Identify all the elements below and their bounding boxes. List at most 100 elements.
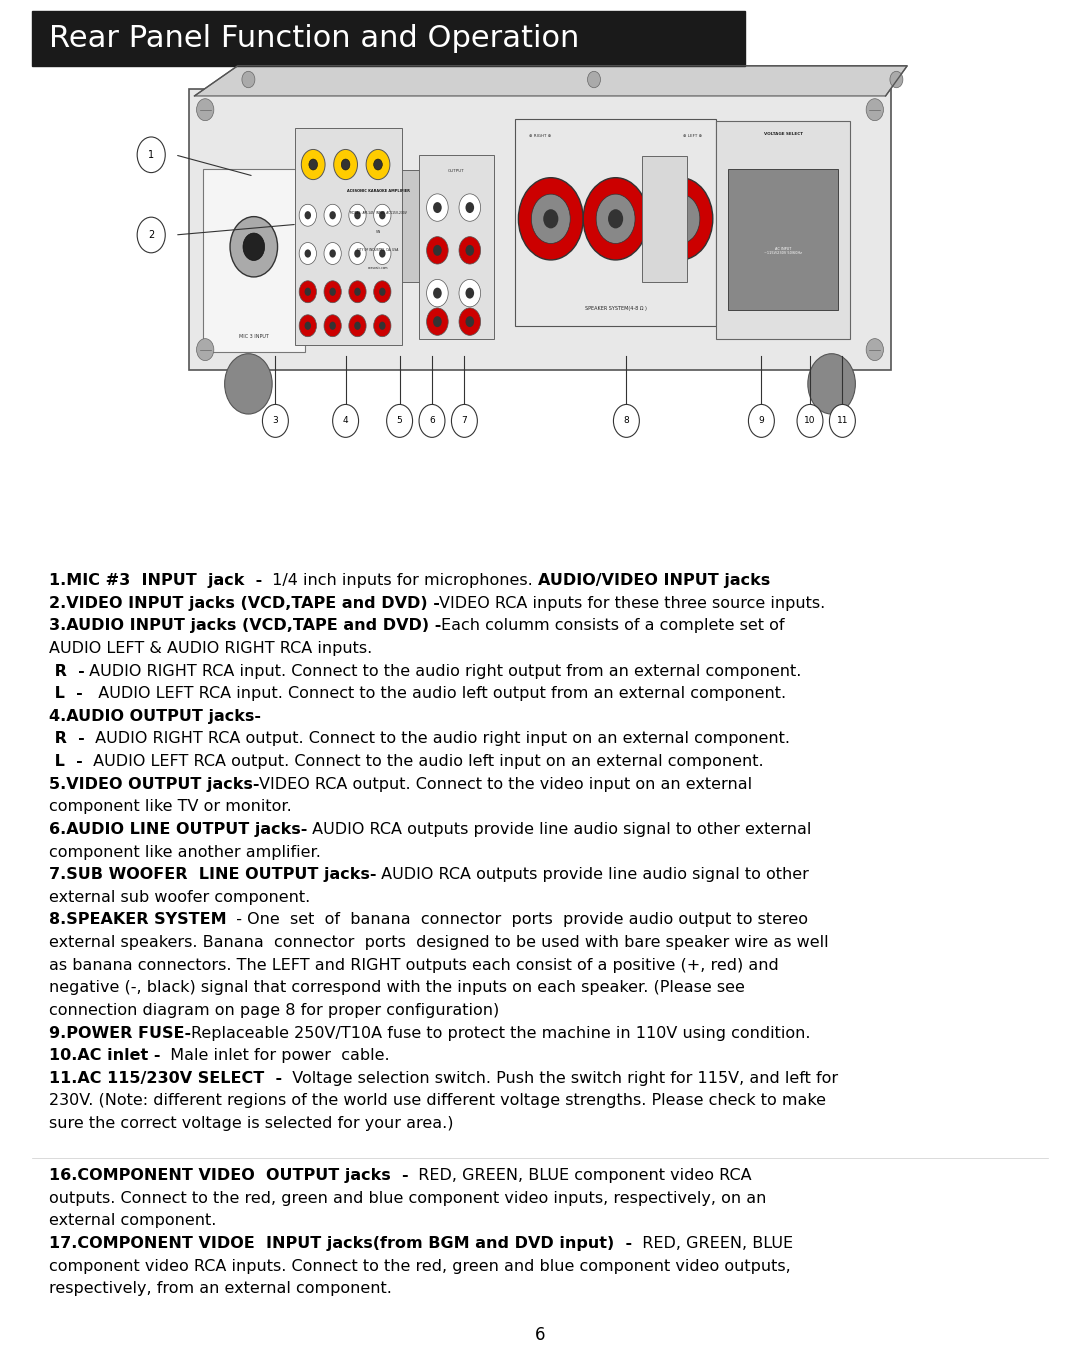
- Text: 11.AC 115/230V SELECT  -: 11.AC 115/230V SELECT -: [49, 1071, 282, 1086]
- Text: 6.AUDIO LINE OUTPUT jacks-: 6.AUDIO LINE OUTPUT jacks-: [49, 823, 307, 836]
- Circle shape: [137, 217, 165, 252]
- Text: external component.: external component.: [49, 1213, 216, 1228]
- Circle shape: [349, 204, 366, 226]
- Circle shape: [324, 204, 341, 226]
- FancyBboxPatch shape: [515, 119, 716, 326]
- Circle shape: [433, 288, 442, 299]
- Text: RED, GREEN, BLUE component video RCA: RED, GREEN, BLUE component video RCA: [408, 1168, 752, 1183]
- Text: connection diagram on page 8 for proper configuration): connection diagram on page 8 for proper …: [49, 1004, 499, 1017]
- Circle shape: [459, 193, 481, 221]
- Circle shape: [137, 137, 165, 173]
- Text: as banana connectors. The LEFT and RIGHT outputs each consist of a positive (+, : as banana connectors. The LEFT and RIGHT…: [49, 958, 779, 972]
- Circle shape: [379, 288, 386, 296]
- Circle shape: [465, 317, 474, 328]
- Text: AUDIO LEFT RCA output. Connect to the audio left input on an external component.: AUDIO LEFT RCA output. Connect to the au…: [87, 754, 764, 769]
- Circle shape: [661, 195, 700, 244]
- Text: 7.SUB WOOFER  LINE OUTPUT jacks-: 7.SUB WOOFER LINE OUTPUT jacks-: [49, 868, 376, 882]
- Circle shape: [451, 404, 477, 437]
- Circle shape: [301, 149, 325, 180]
- Circle shape: [543, 210, 558, 229]
- Circle shape: [427, 308, 448, 336]
- Circle shape: [419, 404, 445, 437]
- Circle shape: [262, 404, 288, 437]
- Text: AUDIO RCA outputs provide line audio signal to other: AUDIO RCA outputs provide line audio sig…: [376, 868, 809, 882]
- Text: L  -: L -: [49, 754, 87, 769]
- Circle shape: [225, 354, 272, 414]
- Circle shape: [608, 210, 623, 229]
- FancyBboxPatch shape: [295, 128, 402, 345]
- Text: 17.COMPONENT VIDOE  INPUT jacks(from BGM and DVD input)  -: 17.COMPONENT VIDOE INPUT jacks(from BGM …: [49, 1237, 632, 1250]
- Circle shape: [197, 339, 214, 361]
- FancyBboxPatch shape: [189, 89, 891, 370]
- Circle shape: [866, 339, 883, 361]
- Text: 7: 7: [461, 417, 468, 425]
- Text: external speakers. Banana  connector  ports  designed to be used with bare speak: external speakers. Banana connector port…: [49, 935, 828, 950]
- Circle shape: [305, 322, 311, 330]
- Text: R  -: R -: [49, 732, 90, 746]
- Text: AUDIO RCA outputs provide line audio signal to other external: AUDIO RCA outputs provide line audio sig…: [307, 823, 811, 836]
- FancyBboxPatch shape: [323, 170, 433, 282]
- Circle shape: [374, 315, 391, 337]
- Text: 9.POWER FUSE-: 9.POWER FUSE-: [49, 1026, 191, 1041]
- Text: 8.SPEAKER SYSTEM: 8.SPEAKER SYSTEM: [49, 913, 226, 927]
- Text: 1.MIC #3  INPUT  jack  -: 1.MIC #3 INPUT jack -: [49, 573, 268, 588]
- FancyBboxPatch shape: [203, 169, 305, 352]
- Text: component video RCA inputs. Connect to the red, green and blue component video o: component video RCA inputs. Connect to t…: [49, 1259, 791, 1274]
- Text: 6: 6: [429, 417, 435, 425]
- Text: AUDIO LEFT RCA input. Connect to the audio left output from an external componen: AUDIO LEFT RCA input. Connect to the aud…: [87, 686, 786, 701]
- Circle shape: [305, 211, 311, 219]
- Text: 4: 4: [342, 417, 349, 425]
- Text: external sub woofer component.: external sub woofer component.: [49, 890, 310, 905]
- Circle shape: [459, 308, 481, 336]
- Text: CITY OF INDUSTRY, CA, USA: CITY OF INDUSTRY, CA, USA: [357, 248, 399, 252]
- Text: 16.COMPONENT VIDEO  OUTPUT jacks  -: 16.COMPONENT VIDEO OUTPUT jacks -: [49, 1168, 408, 1183]
- Text: AC INPUT
~115V/230V 50/60Hz: AC INPUT ~115V/230V 50/60Hz: [764, 247, 802, 255]
- Text: 5.VIDEO OUTPUT jacks-: 5.VIDEO OUTPUT jacks-: [49, 776, 259, 791]
- Circle shape: [299, 315, 316, 337]
- Circle shape: [673, 210, 688, 229]
- Circle shape: [374, 243, 391, 265]
- Circle shape: [324, 243, 341, 265]
- Text: 3.AUDIO INPUT jacks (VCD,TAPE and DVD) -: 3.AUDIO INPUT jacks (VCD,TAPE and DVD) -: [49, 618, 441, 633]
- Circle shape: [305, 288, 311, 296]
- Circle shape: [387, 404, 413, 437]
- FancyBboxPatch shape: [642, 156, 687, 282]
- Circle shape: [354, 211, 361, 219]
- Circle shape: [518, 178, 583, 260]
- Circle shape: [465, 288, 474, 299]
- Text: 10: 10: [805, 417, 815, 425]
- Circle shape: [349, 243, 366, 265]
- Circle shape: [242, 71, 255, 88]
- FancyBboxPatch shape: [419, 155, 494, 339]
- Circle shape: [333, 404, 359, 437]
- Text: L  -: L -: [49, 686, 87, 701]
- Text: AUDIO RIGHT RCA output. Connect to the audio right input on an external componen: AUDIO RIGHT RCA output. Connect to the a…: [90, 732, 789, 746]
- Text: VOLTAGE SELECT: VOLTAGE SELECT: [764, 132, 802, 136]
- Circle shape: [427, 193, 448, 221]
- Circle shape: [329, 288, 336, 296]
- Circle shape: [808, 354, 855, 414]
- Circle shape: [230, 217, 278, 277]
- Circle shape: [465, 202, 474, 213]
- Text: VIDEO RCA output. Connect to the video input on an external: VIDEO RCA output. Connect to the video i…: [259, 776, 753, 791]
- Text: OUTPUT: OUTPUT: [448, 169, 464, 173]
- Text: negative (-, black) signal that correspond with the inputs on each speaker. (Ple: negative (-, black) signal that correspo…: [49, 980, 744, 995]
- Text: S/N: S/N: [376, 230, 380, 233]
- Text: MODEL: AM-145  INPUT: AC115V-230V: MODEL: AM-145 INPUT: AC115V-230V: [350, 211, 406, 215]
- Text: Replaceable 250V/T10A fuse to protect the machine in 110V using condition.: Replaceable 250V/T10A fuse to protect th…: [191, 1026, 810, 1041]
- Text: MIC 3 INPUT: MIC 3 INPUT: [239, 333, 269, 339]
- FancyBboxPatch shape: [728, 169, 838, 310]
- Text: - One  set  of  banana  connector  ports  provide audio output to stereo: - One set of banana connector ports prov…: [226, 913, 808, 927]
- Circle shape: [329, 211, 336, 219]
- Text: 1/4 inch inputs for microphones.: 1/4 inch inputs for microphones.: [268, 573, 538, 588]
- Polygon shape: [194, 66, 907, 96]
- FancyBboxPatch shape: [716, 121, 850, 339]
- Text: 5: 5: [396, 417, 403, 425]
- Circle shape: [596, 195, 635, 244]
- Text: ⊕ RIGHT ⊕: ⊕ RIGHT ⊕: [529, 134, 552, 138]
- Text: 10.AC inlet -: 10.AC inlet -: [49, 1049, 160, 1063]
- Text: component like another amplifier.: component like another amplifier.: [49, 845, 321, 860]
- Circle shape: [354, 288, 361, 296]
- Text: 11: 11: [837, 417, 848, 425]
- Text: Rear Panel Function and Operation: Rear Panel Function and Operation: [49, 23, 579, 53]
